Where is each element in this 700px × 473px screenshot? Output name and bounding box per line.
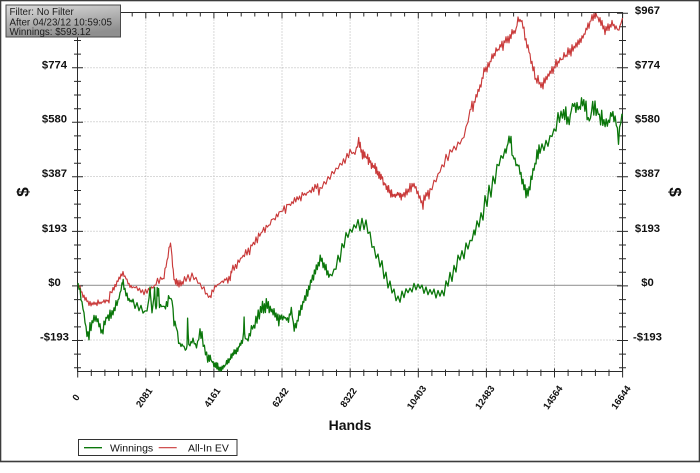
svg-text:$193: $193 — [42, 223, 67, 235]
svg-text:$387: $387 — [635, 168, 660, 180]
svg-text:$387: $387 — [42, 168, 67, 180]
svg-text:$: $ — [666, 187, 685, 197]
svg-text:-$193: -$193 — [40, 332, 69, 344]
svg-text:Winnings: Winnings — [110, 443, 153, 455]
svg-text:All-In EV: All-In EV — [188, 443, 229, 455]
svg-text:-$193: -$193 — [633, 332, 662, 344]
svg-text:$580: $580 — [42, 113, 67, 125]
svg-text:Filter: No Filter: Filter: No Filter — [10, 7, 75, 18]
svg-text:Hands: Hands — [329, 417, 372, 433]
svg-text:$0: $0 — [641, 277, 654, 289]
svg-text:$774: $774 — [635, 59, 661, 71]
svg-text:$967: $967 — [635, 5, 660, 17]
svg-text:$580: $580 — [635, 113, 660, 125]
svg-text:$774: $774 — [42, 59, 68, 71]
svg-text:Winnings: $593.12: Winnings: $593.12 — [10, 27, 91, 38]
svg-text:After 04/23/12 10:59:05: After 04/23/12 10:59:05 — [10, 18, 113, 29]
svg-text:$: $ — [14, 187, 33, 197]
svg-text:$0: $0 — [48, 277, 61, 289]
svg-text:$193: $193 — [635, 223, 660, 235]
svg-text:0: 0 — [71, 393, 83, 404]
